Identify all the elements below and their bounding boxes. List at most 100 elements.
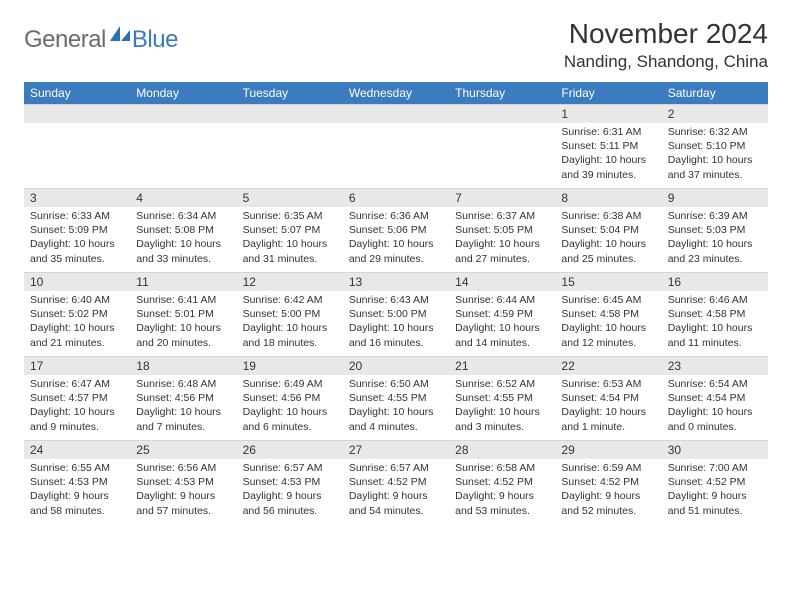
calendar-cell: 30Sunrise: 7:00 AMSunset: 4:52 PMDayligh… bbox=[662, 440, 768, 524]
day-number: 16 bbox=[662, 273, 768, 291]
daylight-text: Daylight: 10 hours and 4 minutes. bbox=[349, 405, 443, 433]
sunset-text: Sunset: 4:53 PM bbox=[30, 475, 124, 489]
daylight-text: Daylight: 10 hours and 18 minutes. bbox=[243, 321, 337, 349]
sunrise-text: Sunrise: 6:41 AM bbox=[136, 293, 230, 307]
day-number: 6 bbox=[343, 189, 449, 207]
daylight-text: Daylight: 9 hours and 51 minutes. bbox=[668, 489, 762, 517]
sunrise-text: Sunrise: 6:46 AM bbox=[668, 293, 762, 307]
daylight-text: Daylight: 10 hours and 39 minutes. bbox=[561, 153, 655, 181]
day-body: Sunrise: 6:48 AMSunset: 4:56 PMDaylight:… bbox=[130, 375, 236, 438]
day-body: Sunrise: 6:44 AMSunset: 4:59 PMDaylight:… bbox=[449, 291, 555, 354]
day-body: Sunrise: 6:57 AMSunset: 4:53 PMDaylight:… bbox=[237, 459, 343, 522]
weekday-label: Saturday bbox=[662, 82, 768, 104]
calendar-cell-empty bbox=[237, 104, 343, 188]
day-body: Sunrise: 6:50 AMSunset: 4:55 PMDaylight:… bbox=[343, 375, 449, 438]
sunset-text: Sunset: 4:53 PM bbox=[136, 475, 230, 489]
day-number: 11 bbox=[130, 273, 236, 291]
daylight-text: Daylight: 9 hours and 58 minutes. bbox=[30, 489, 124, 517]
day-number: 12 bbox=[237, 273, 343, 291]
day-body: Sunrise: 6:45 AMSunset: 4:58 PMDaylight:… bbox=[555, 291, 661, 354]
calendar-cell: 4Sunrise: 6:34 AMSunset: 5:08 PMDaylight… bbox=[130, 188, 236, 272]
sunrise-text: Sunrise: 6:50 AM bbox=[349, 377, 443, 391]
calendar-cell: 11Sunrise: 6:41 AMSunset: 5:01 PMDayligh… bbox=[130, 272, 236, 356]
sunset-text: Sunset: 5:11 PM bbox=[561, 139, 655, 153]
day-number: 25 bbox=[130, 441, 236, 459]
sunrise-text: Sunrise: 6:56 AM bbox=[136, 461, 230, 475]
month-title: November 2024 bbox=[564, 18, 768, 50]
day-body: Sunrise: 6:59 AMSunset: 4:52 PMDaylight:… bbox=[555, 459, 661, 522]
daylight-text: Daylight: 10 hours and 20 minutes. bbox=[136, 321, 230, 349]
calendar-cell: 7Sunrise: 6:37 AMSunset: 5:05 PMDaylight… bbox=[449, 188, 555, 272]
day-body: Sunrise: 6:39 AMSunset: 5:03 PMDaylight:… bbox=[662, 207, 768, 270]
sunset-text: Sunset: 4:52 PM bbox=[455, 475, 549, 489]
day-number: 18 bbox=[130, 357, 236, 375]
sunset-text: Sunset: 5:02 PM bbox=[30, 307, 124, 321]
sunrise-text: Sunrise: 6:43 AM bbox=[349, 293, 443, 307]
weekday-label: Sunday bbox=[24, 82, 130, 104]
day-number: 24 bbox=[24, 441, 130, 459]
daylight-text: Daylight: 9 hours and 56 minutes. bbox=[243, 489, 337, 517]
daylight-text: Daylight: 9 hours and 52 minutes. bbox=[561, 489, 655, 517]
sunrise-text: Sunrise: 6:39 AM bbox=[668, 209, 762, 223]
calendar-cell: 9Sunrise: 6:39 AMSunset: 5:03 PMDaylight… bbox=[662, 188, 768, 272]
daylight-text: Daylight: 9 hours and 53 minutes. bbox=[455, 489, 549, 517]
day-body: Sunrise: 6:56 AMSunset: 4:53 PMDaylight:… bbox=[130, 459, 236, 522]
sunset-text: Sunset: 4:55 PM bbox=[349, 391, 443, 405]
logo-text-general: General bbox=[24, 26, 106, 54]
calendar-cell: 29Sunrise: 6:59 AMSunset: 4:52 PMDayligh… bbox=[555, 440, 661, 524]
logo-text-blue: Blue bbox=[132, 26, 178, 54]
calendar-grid: 1Sunrise: 6:31 AMSunset: 5:11 PMDaylight… bbox=[24, 104, 768, 524]
day-body: Sunrise: 6:54 AMSunset: 4:54 PMDaylight:… bbox=[662, 375, 768, 438]
day-number: 23 bbox=[662, 357, 768, 375]
daylight-text: Daylight: 10 hours and 9 minutes. bbox=[30, 405, 124, 433]
calendar-cell: 17Sunrise: 6:47 AMSunset: 4:57 PMDayligh… bbox=[24, 356, 130, 440]
daylight-text: Daylight: 10 hours and 14 minutes. bbox=[455, 321, 549, 349]
daylight-text: Daylight: 10 hours and 29 minutes. bbox=[349, 237, 443, 265]
sunrise-text: Sunrise: 6:31 AM bbox=[561, 125, 655, 139]
day-number: 2 bbox=[662, 105, 768, 123]
calendar-cell: 12Sunrise: 6:42 AMSunset: 5:00 PMDayligh… bbox=[237, 272, 343, 356]
sunrise-text: Sunrise: 6:37 AM bbox=[455, 209, 549, 223]
calendar-cell: 15Sunrise: 6:45 AMSunset: 4:58 PMDayligh… bbox=[555, 272, 661, 356]
day-body: Sunrise: 6:36 AMSunset: 5:06 PMDaylight:… bbox=[343, 207, 449, 270]
day-body: Sunrise: 6:55 AMSunset: 4:53 PMDaylight:… bbox=[24, 459, 130, 522]
sunrise-text: Sunrise: 6:57 AM bbox=[243, 461, 337, 475]
sunrise-text: Sunrise: 6:57 AM bbox=[349, 461, 443, 475]
location: Nanding, Shandong, China bbox=[564, 52, 768, 72]
day-number: 15 bbox=[555, 273, 661, 291]
sunset-text: Sunset: 4:59 PM bbox=[455, 307, 549, 321]
calendar-cell: 21Sunrise: 6:52 AMSunset: 4:55 PMDayligh… bbox=[449, 356, 555, 440]
calendar-cell: 2Sunrise: 6:32 AMSunset: 5:10 PMDaylight… bbox=[662, 104, 768, 188]
sunrise-text: Sunrise: 6:59 AM bbox=[561, 461, 655, 475]
calendar-cell: 27Sunrise: 6:57 AMSunset: 4:52 PMDayligh… bbox=[343, 440, 449, 524]
calendar-cell: 23Sunrise: 6:54 AMSunset: 4:54 PMDayligh… bbox=[662, 356, 768, 440]
calendar-cell: 18Sunrise: 6:48 AMSunset: 4:56 PMDayligh… bbox=[130, 356, 236, 440]
day-body: Sunrise: 6:57 AMSunset: 4:52 PMDaylight:… bbox=[343, 459, 449, 522]
daylight-text: Daylight: 10 hours and 35 minutes. bbox=[30, 237, 124, 265]
sunset-text: Sunset: 4:55 PM bbox=[455, 391, 549, 405]
day-number: 26 bbox=[237, 441, 343, 459]
daylight-text: Daylight: 10 hours and 11 minutes. bbox=[668, 321, 762, 349]
sunset-text: Sunset: 4:56 PM bbox=[136, 391, 230, 405]
sunset-text: Sunset: 4:53 PM bbox=[243, 475, 337, 489]
calendar-cell: 28Sunrise: 6:58 AMSunset: 4:52 PMDayligh… bbox=[449, 440, 555, 524]
sunset-text: Sunset: 5:05 PM bbox=[455, 223, 549, 237]
sunrise-text: Sunrise: 6:33 AM bbox=[30, 209, 124, 223]
daylight-text: Daylight: 10 hours and 37 minutes. bbox=[668, 153, 762, 181]
calendar-cell-empty bbox=[449, 104, 555, 188]
sunrise-text: Sunrise: 6:36 AM bbox=[349, 209, 443, 223]
day-body: Sunrise: 6:49 AMSunset: 4:56 PMDaylight:… bbox=[237, 375, 343, 438]
sunset-text: Sunset: 4:52 PM bbox=[561, 475, 655, 489]
sunset-text: Sunset: 5:00 PM bbox=[349, 307, 443, 321]
calendar-cell: 20Sunrise: 6:50 AMSunset: 4:55 PMDayligh… bbox=[343, 356, 449, 440]
day-body: Sunrise: 6:40 AMSunset: 5:02 PMDaylight:… bbox=[24, 291, 130, 354]
sunrise-text: Sunrise: 6:53 AM bbox=[561, 377, 655, 391]
calendar-cell: 1Sunrise: 6:31 AMSunset: 5:11 PMDaylight… bbox=[555, 104, 661, 188]
sunset-text: Sunset: 4:54 PM bbox=[561, 391, 655, 405]
sunset-text: Sunset: 5:09 PM bbox=[30, 223, 124, 237]
day-number: 28 bbox=[449, 441, 555, 459]
sunset-text: Sunset: 5:00 PM bbox=[243, 307, 337, 321]
day-number: 20 bbox=[343, 357, 449, 375]
calendar-cell: 19Sunrise: 6:49 AMSunset: 4:56 PMDayligh… bbox=[237, 356, 343, 440]
calendar-cell: 26Sunrise: 6:57 AMSunset: 4:53 PMDayligh… bbox=[237, 440, 343, 524]
